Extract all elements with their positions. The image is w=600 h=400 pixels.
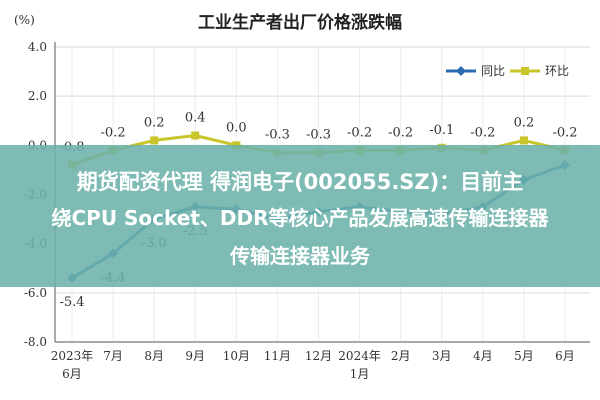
x-tick-label: 8月 (144, 349, 164, 363)
data-label: -0.3 (306, 128, 331, 143)
data-label: 0.4 (185, 111, 206, 126)
y-axis-unit: (%) (14, 13, 35, 27)
legend-marker (456, 66, 466, 76)
x-tick-label-sub: 6月 (62, 367, 82, 381)
legend-marker (521, 67, 529, 75)
x-tick-label: 5月 (514, 349, 534, 363)
x-tick-label: 3月 (432, 349, 452, 363)
data-label: -5.4 (59, 295, 84, 310)
data-point (191, 131, 200, 140)
x-tick-label: 4月 (473, 349, 493, 363)
x-tick-label: 2023年 (51, 349, 94, 363)
legend-label: 环比 (545, 64, 569, 78)
y-tick-label: 4.0 (28, 40, 47, 54)
x-tick-label: 2月 (391, 349, 411, 363)
x-tick-label-sub: 1月 (350, 367, 370, 381)
data-label: -0.2 (552, 125, 577, 140)
chart-title: 工业生产者出厂价格涨跌幅 (198, 12, 402, 33)
x-tick-label: 9月 (185, 349, 205, 363)
y-tick-label: 2.0 (28, 89, 47, 103)
data-point (519, 136, 528, 145)
data-label: -0.2 (101, 125, 126, 140)
data-point (150, 136, 159, 145)
data-label: -0.2 (388, 125, 413, 140)
x-tick-label: 7月 (103, 349, 123, 363)
x-tick-label: 10月 (223, 349, 250, 363)
x-tick-labels: 2023年 6月 7月 8月 9月 10月 11月 12月 2024年 1月 2月 3月 4月 5月 6月 (51, 349, 575, 381)
legend: 同比 环比 (446, 64, 569, 78)
x-tick-label: 2024年 (338, 349, 381, 363)
data-label: 0.2 (514, 115, 535, 130)
data-label: -0.3 (265, 128, 290, 143)
data-label: 0.0 (226, 120, 247, 135)
data-label: -0.2 (470, 125, 495, 140)
text-overlay-banner: 期货配资代理 得润电子(002055.SZ)：目前主 绕CPU Socket、D… (0, 145, 600, 287)
x-tick-label: 6月 (555, 349, 575, 363)
y-tick-label: -8.0 (24, 335, 47, 349)
data-label: 0.2 (144, 115, 165, 130)
legend-label: 同比 (481, 64, 505, 78)
x-tick-label: 11月 (264, 349, 291, 363)
overlay-line-2: 绕CPU Socket、DDR等核心产品发展高速传输连接器 (51, 206, 549, 230)
overlay-line-1: 期货配资代理 得润电子(002055.SZ)：目前主 (76, 170, 524, 194)
x-tick-label: 12月 (305, 349, 332, 363)
overlay-line-3: 传输连接器业务 (230, 244, 370, 268)
data-label: -0.2 (347, 125, 372, 140)
y-tick-label: -6.0 (24, 286, 47, 300)
data-label: -0.1 (429, 123, 454, 138)
